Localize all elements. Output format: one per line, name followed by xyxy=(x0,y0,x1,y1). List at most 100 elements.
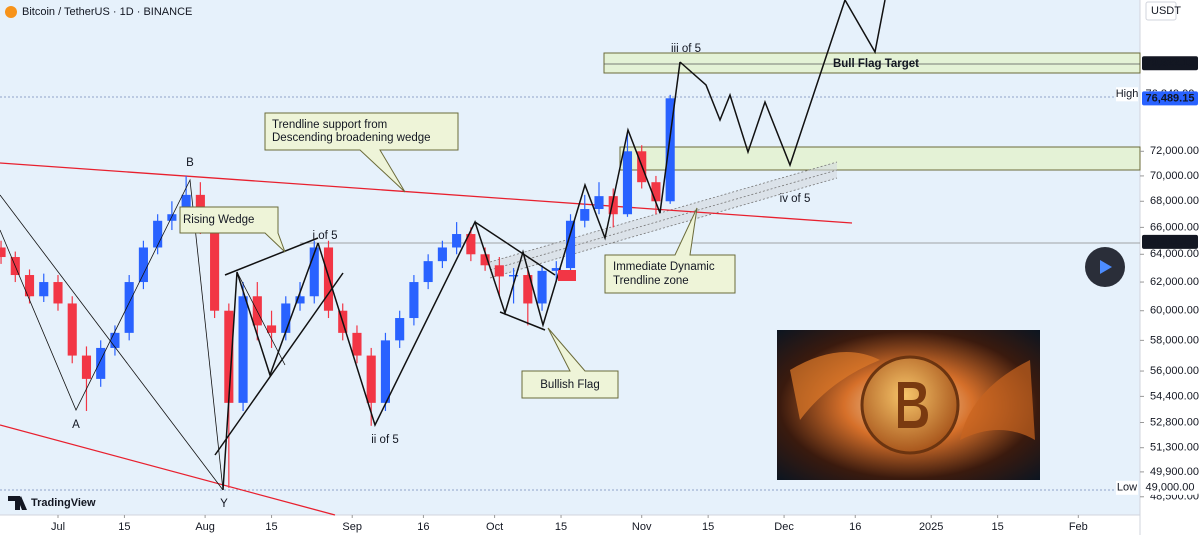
y-tick-label: 72,000.00 xyxy=(1150,145,1199,157)
support-line xyxy=(0,424,336,516)
y-tick-label: 66,000.00 xyxy=(1150,221,1199,233)
target-zone xyxy=(603,52,1141,74)
candle-body xyxy=(224,310,234,403)
price-label: 64,911.29 xyxy=(1146,236,1194,248)
price-label: 49,000.00 xyxy=(1146,482,1195,494)
dynamic-lines xyxy=(489,161,838,279)
x-tick-label: 15 xyxy=(118,521,130,533)
candle-body xyxy=(380,340,390,403)
y-tick-label: 56,000.00 xyxy=(1150,365,1199,377)
price-tag: High xyxy=(1116,88,1139,100)
resistance-line xyxy=(0,162,853,224)
brand: TradingView xyxy=(31,497,96,509)
candle-body xyxy=(409,282,419,319)
candle-body xyxy=(594,196,604,210)
x-tick-label: Aug xyxy=(195,521,215,533)
annotation: Y xyxy=(220,498,228,510)
candle-body xyxy=(452,234,462,248)
x-tick-label: 15 xyxy=(702,521,714,533)
candle-body xyxy=(665,98,675,202)
y-tick-label: 62,000.00 xyxy=(1150,276,1199,288)
x-tick-label: 15 xyxy=(555,521,567,533)
price-label-box xyxy=(1142,56,1198,71)
x-tick-label: Sep xyxy=(342,521,362,533)
candle-body xyxy=(238,296,248,403)
y-tick-label: 49,900.00 xyxy=(1150,466,1199,478)
candle-body xyxy=(480,254,490,266)
candle-body xyxy=(537,270,547,304)
chart-title: Bitcoin / TetherUS · 1D · BINANCE xyxy=(22,6,192,18)
candle-body xyxy=(580,209,590,221)
candle-body xyxy=(565,220,576,269)
candle-body xyxy=(210,227,220,311)
price-tag-box xyxy=(1116,480,1138,495)
support-zone xyxy=(619,146,1141,171)
price-label: 79,622.13 xyxy=(1146,57,1195,69)
flag-icon xyxy=(558,270,576,281)
candle-body xyxy=(466,234,476,255)
annotation: Trendline support from xyxy=(272,119,387,131)
candle-body xyxy=(153,220,163,248)
annotation: Bullish Flag xyxy=(540,379,599,391)
wave-drawings xyxy=(0,0,886,491)
candle-body xyxy=(509,275,519,277)
candles xyxy=(0,94,675,488)
candle-body xyxy=(266,325,277,333)
annotation: ii of 5 xyxy=(371,434,399,446)
annotation: Bull Flag Target xyxy=(833,58,919,70)
candle-body xyxy=(67,303,77,356)
annotation: Rising Wedge xyxy=(183,214,254,226)
x-tick-label: Dec xyxy=(774,521,794,533)
candle-body xyxy=(181,194,191,215)
x-tick-label: Jul xyxy=(51,521,65,533)
x-tick-label: Feb xyxy=(1069,521,1088,533)
brand-logo xyxy=(8,496,27,510)
candle-body xyxy=(608,196,618,215)
candle-body xyxy=(651,182,661,202)
candle-body xyxy=(53,282,63,304)
candle-body xyxy=(352,332,362,356)
price-label: 76,489.15 xyxy=(1146,92,1195,104)
annotation: Immediate Dynamic xyxy=(613,261,715,273)
artwork-swirl xyxy=(960,360,1035,440)
annotation: i of 5 xyxy=(313,230,338,242)
y-tick-label: 54,400.00 xyxy=(1150,390,1199,402)
grid xyxy=(57,515,1079,518)
x-tick-label: 16 xyxy=(417,521,429,533)
candle-body xyxy=(124,282,134,333)
y-tick-label: 70,000.00 xyxy=(1150,170,1199,182)
candle-body xyxy=(551,268,561,271)
x-tick-label: 2025 xyxy=(919,521,943,533)
candle-body xyxy=(323,247,334,311)
candle-body xyxy=(110,332,120,348)
candle-body xyxy=(622,151,633,215)
y-tick-label: 64,000.00 xyxy=(1150,248,1199,260)
candle-body xyxy=(366,355,376,403)
annotation: B xyxy=(186,157,194,169)
y-tick-label: 60,000.00 xyxy=(1150,305,1199,317)
y-tick-label: 58,000.00 xyxy=(1150,334,1199,346)
time-axis xyxy=(0,515,1140,535)
candle-body xyxy=(39,282,49,297)
artwork-swirl xyxy=(790,352,880,420)
x-tick-label: Nov xyxy=(632,521,652,533)
coin-symbol xyxy=(898,382,928,428)
candle-body xyxy=(24,275,35,297)
candle-body xyxy=(423,261,433,283)
candle-body xyxy=(395,318,405,341)
candle-body xyxy=(281,303,291,333)
candle-body xyxy=(494,265,504,277)
x-tick-label: 16 xyxy=(849,521,861,533)
candle-body xyxy=(295,296,305,304)
x-tick-label: Oct xyxy=(486,521,503,533)
price-label-box xyxy=(1142,91,1198,106)
price-tag: Low xyxy=(1117,482,1137,494)
candle-body xyxy=(167,214,177,221)
candle-body xyxy=(138,247,148,283)
candle-body xyxy=(0,247,6,258)
y-tick-label: 52,800.00 xyxy=(1150,416,1199,428)
x-tick-label: 15 xyxy=(992,521,1004,533)
